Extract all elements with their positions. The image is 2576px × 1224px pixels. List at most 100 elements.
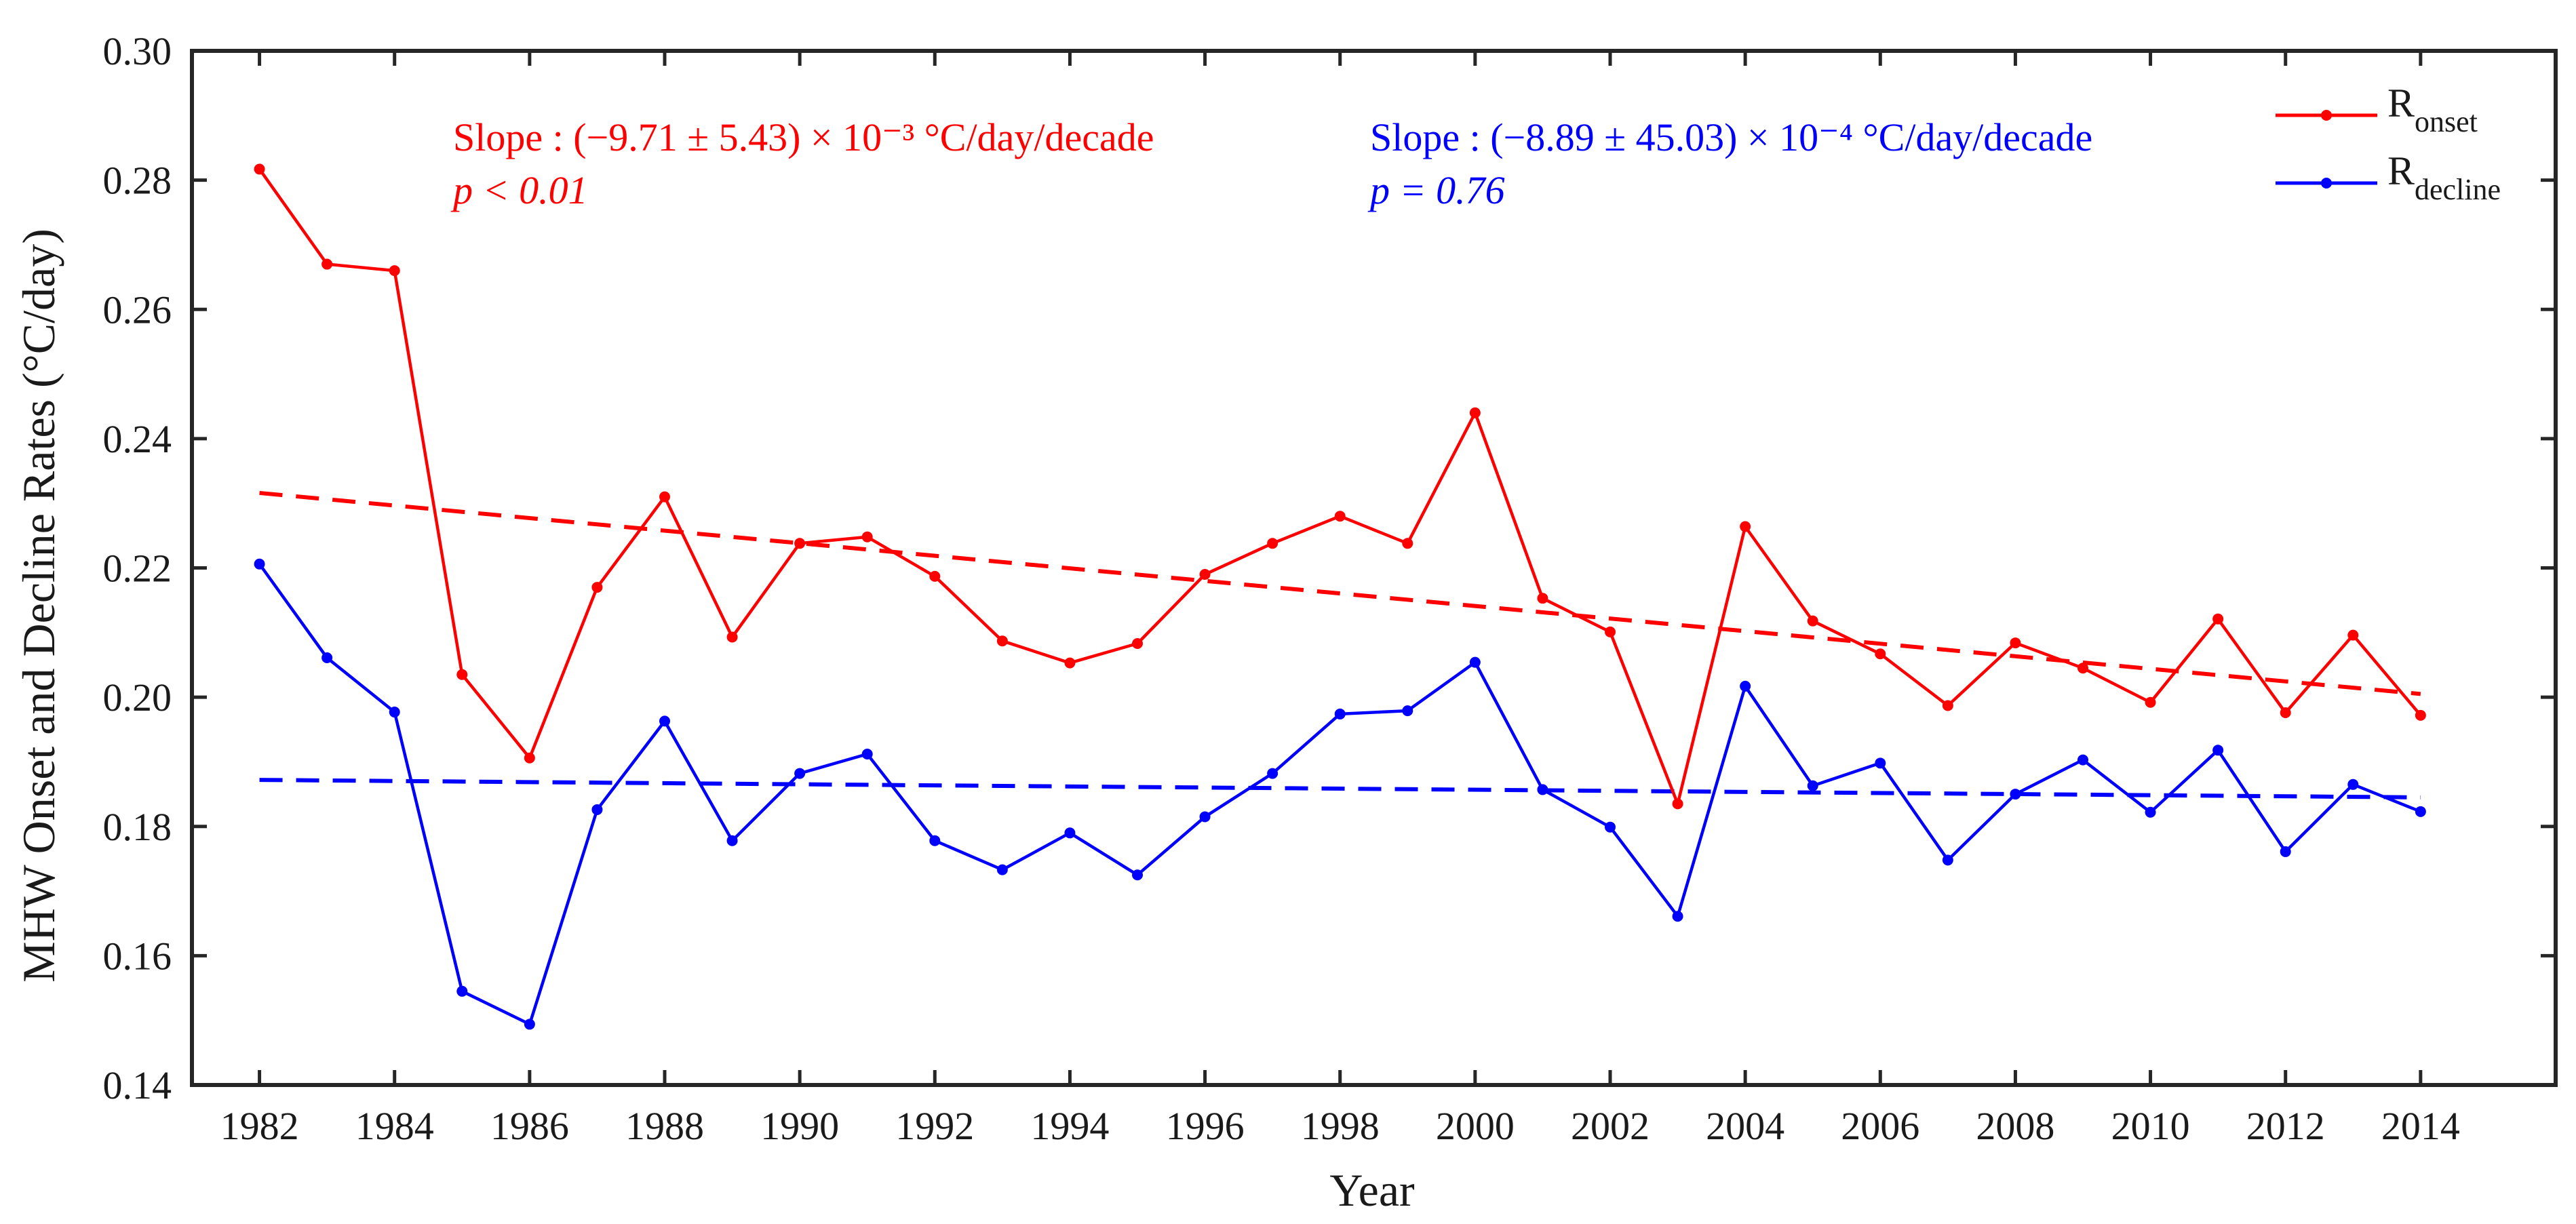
x-tick-label: 1994 [1030,1104,1109,1148]
onset-data-point [1672,798,1683,810]
onset-data-point [1132,638,1143,650]
onset-data-point [861,531,873,542]
x-tick-label: 2006 [1841,1104,1919,1148]
y-tick-label: 0.20 [103,675,172,719]
y-tick-label: 0.16 [103,934,172,978]
decline-trend-line [259,778,2421,799]
onset-data-point [2145,696,2156,708]
onset-data-point [456,669,468,680]
x-tick-label: 1986 [490,1104,569,1148]
x-tick-label: 2008 [1976,1104,2054,1148]
axis-ticks: 1982 1984 1986 1988 1990 1992 1994 1996 1998 2000… [103,29,2556,1148]
y-tick-label: 0.30 [103,29,172,73]
y-tick-label: 0.18 [103,805,172,849]
decline-data-point [254,558,265,570]
onset-data-point [1740,521,1751,532]
decline-data-point [1199,811,1211,823]
onset-data-point [1064,657,1076,669]
legend-decline-sub: decline [2415,173,2501,206]
decline-data-point [1334,708,1346,719]
onset-data-point [2347,629,2359,641]
onset-data-point [1267,538,1279,549]
decline-data-point [726,835,738,846]
decline-data-point [794,768,806,779]
legend-decline-marker [2321,178,2332,189]
decline-data-point [1132,869,1143,881]
x-tick-label: 2004 [1706,1104,1784,1148]
onset-data-point [2077,663,2088,674]
onset-data-point [1199,569,1211,580]
x-tick-label: 1990 [760,1104,839,1148]
x-tick-label: 1988 [625,1104,704,1148]
legend-onset-sub: onset [2415,105,2478,138]
decline-data-point [2077,754,2088,766]
onset-data-point [1942,700,1953,711]
y-axis-label: MHW Onset and Decline Rates (°C/day) [13,229,64,983]
decline-data-point [1537,784,1548,795]
onset-data-point [726,631,738,643]
onset-data-point [2415,709,2426,721]
onset-slope-annotation: Slope : (−9.71 ± 5.43) × 10⁻³ °C/day/dec… [453,115,1154,159]
y-tick-label: 0.28 [103,159,172,203]
x-tick-label: 2012 [2246,1104,2325,1148]
legend-onset-label: Ronset [2387,81,2478,138]
x-tick-label: 2010 [2111,1104,2190,1148]
onset-data-point [1334,511,1346,522]
decline-data-point [2280,846,2291,857]
decline-data-point [389,707,400,718]
onset-data-point [1605,626,1616,637]
onset-data-point [996,635,1008,647]
legend-decline-main: R [2387,149,2415,193]
onset-data-point [2212,613,2224,625]
onset-data-point [254,163,265,175]
y-tick-label: 0.22 [103,547,172,591]
onset-data-point [2010,637,2021,649]
onset-data-point [1875,648,1886,660]
decline-data-point [2415,806,2426,817]
decline-data-point [2145,806,2156,818]
decline-data-point [1672,911,1683,922]
y-tick-label: 0.26 [103,288,172,332]
onset-data-point [591,582,603,593]
decline-p-annotation: p = 0.76 [1367,168,1505,212]
decline-data-point [1267,768,1279,779]
onset-data-point [929,570,941,582]
decline-data-point [1469,656,1481,668]
decline-data-point [996,864,1008,875]
decline-data-point [2010,789,2021,800]
decline-data-point [1807,780,1818,791]
x-tick-label: 1998 [1301,1104,1380,1148]
legend-onset-marker [2321,110,2332,121]
x-tick-label: 1984 [355,1104,434,1148]
x-tick-label: 2000 [1436,1104,1515,1148]
decline-data-point [861,749,873,759]
onset-data-point [389,265,400,277]
onset-data-point [524,752,535,764]
decline-data-point [456,985,468,997]
x-tick-label: 1996 [1166,1104,1245,1148]
decline-data-point [2347,778,2359,790]
y-tick-label: 0.14 [103,1063,172,1107]
decline-data-point [1875,757,1886,769]
legend: Ronset Rdecline [2276,81,2501,206]
decline-data-point [1740,680,1751,692]
x-tick-label: 1992 [895,1104,974,1148]
decline-data-point [321,652,333,663]
onset-data-point [321,258,333,270]
decline-data-point [1605,821,1616,833]
decline-data-point [929,835,941,846]
onset-data-point [2280,707,2291,718]
decline-data-point [1402,705,1413,717]
data-series [254,163,2426,1030]
x-axis-label: Year [1329,1164,1415,1216]
decline-data-point [659,715,670,727]
legend-onset-main: R [2387,81,2415,125]
onset-p-annotation: p < 0.01 [450,168,588,212]
onset-data-point [1807,615,1818,627]
x-tick-label: 2014 [2381,1104,2460,1148]
decline-data-point [1942,854,1953,866]
x-tick-label: 2002 [1571,1104,1650,1148]
decline-data-point [591,804,603,815]
onset-data-point [1402,538,1413,549]
